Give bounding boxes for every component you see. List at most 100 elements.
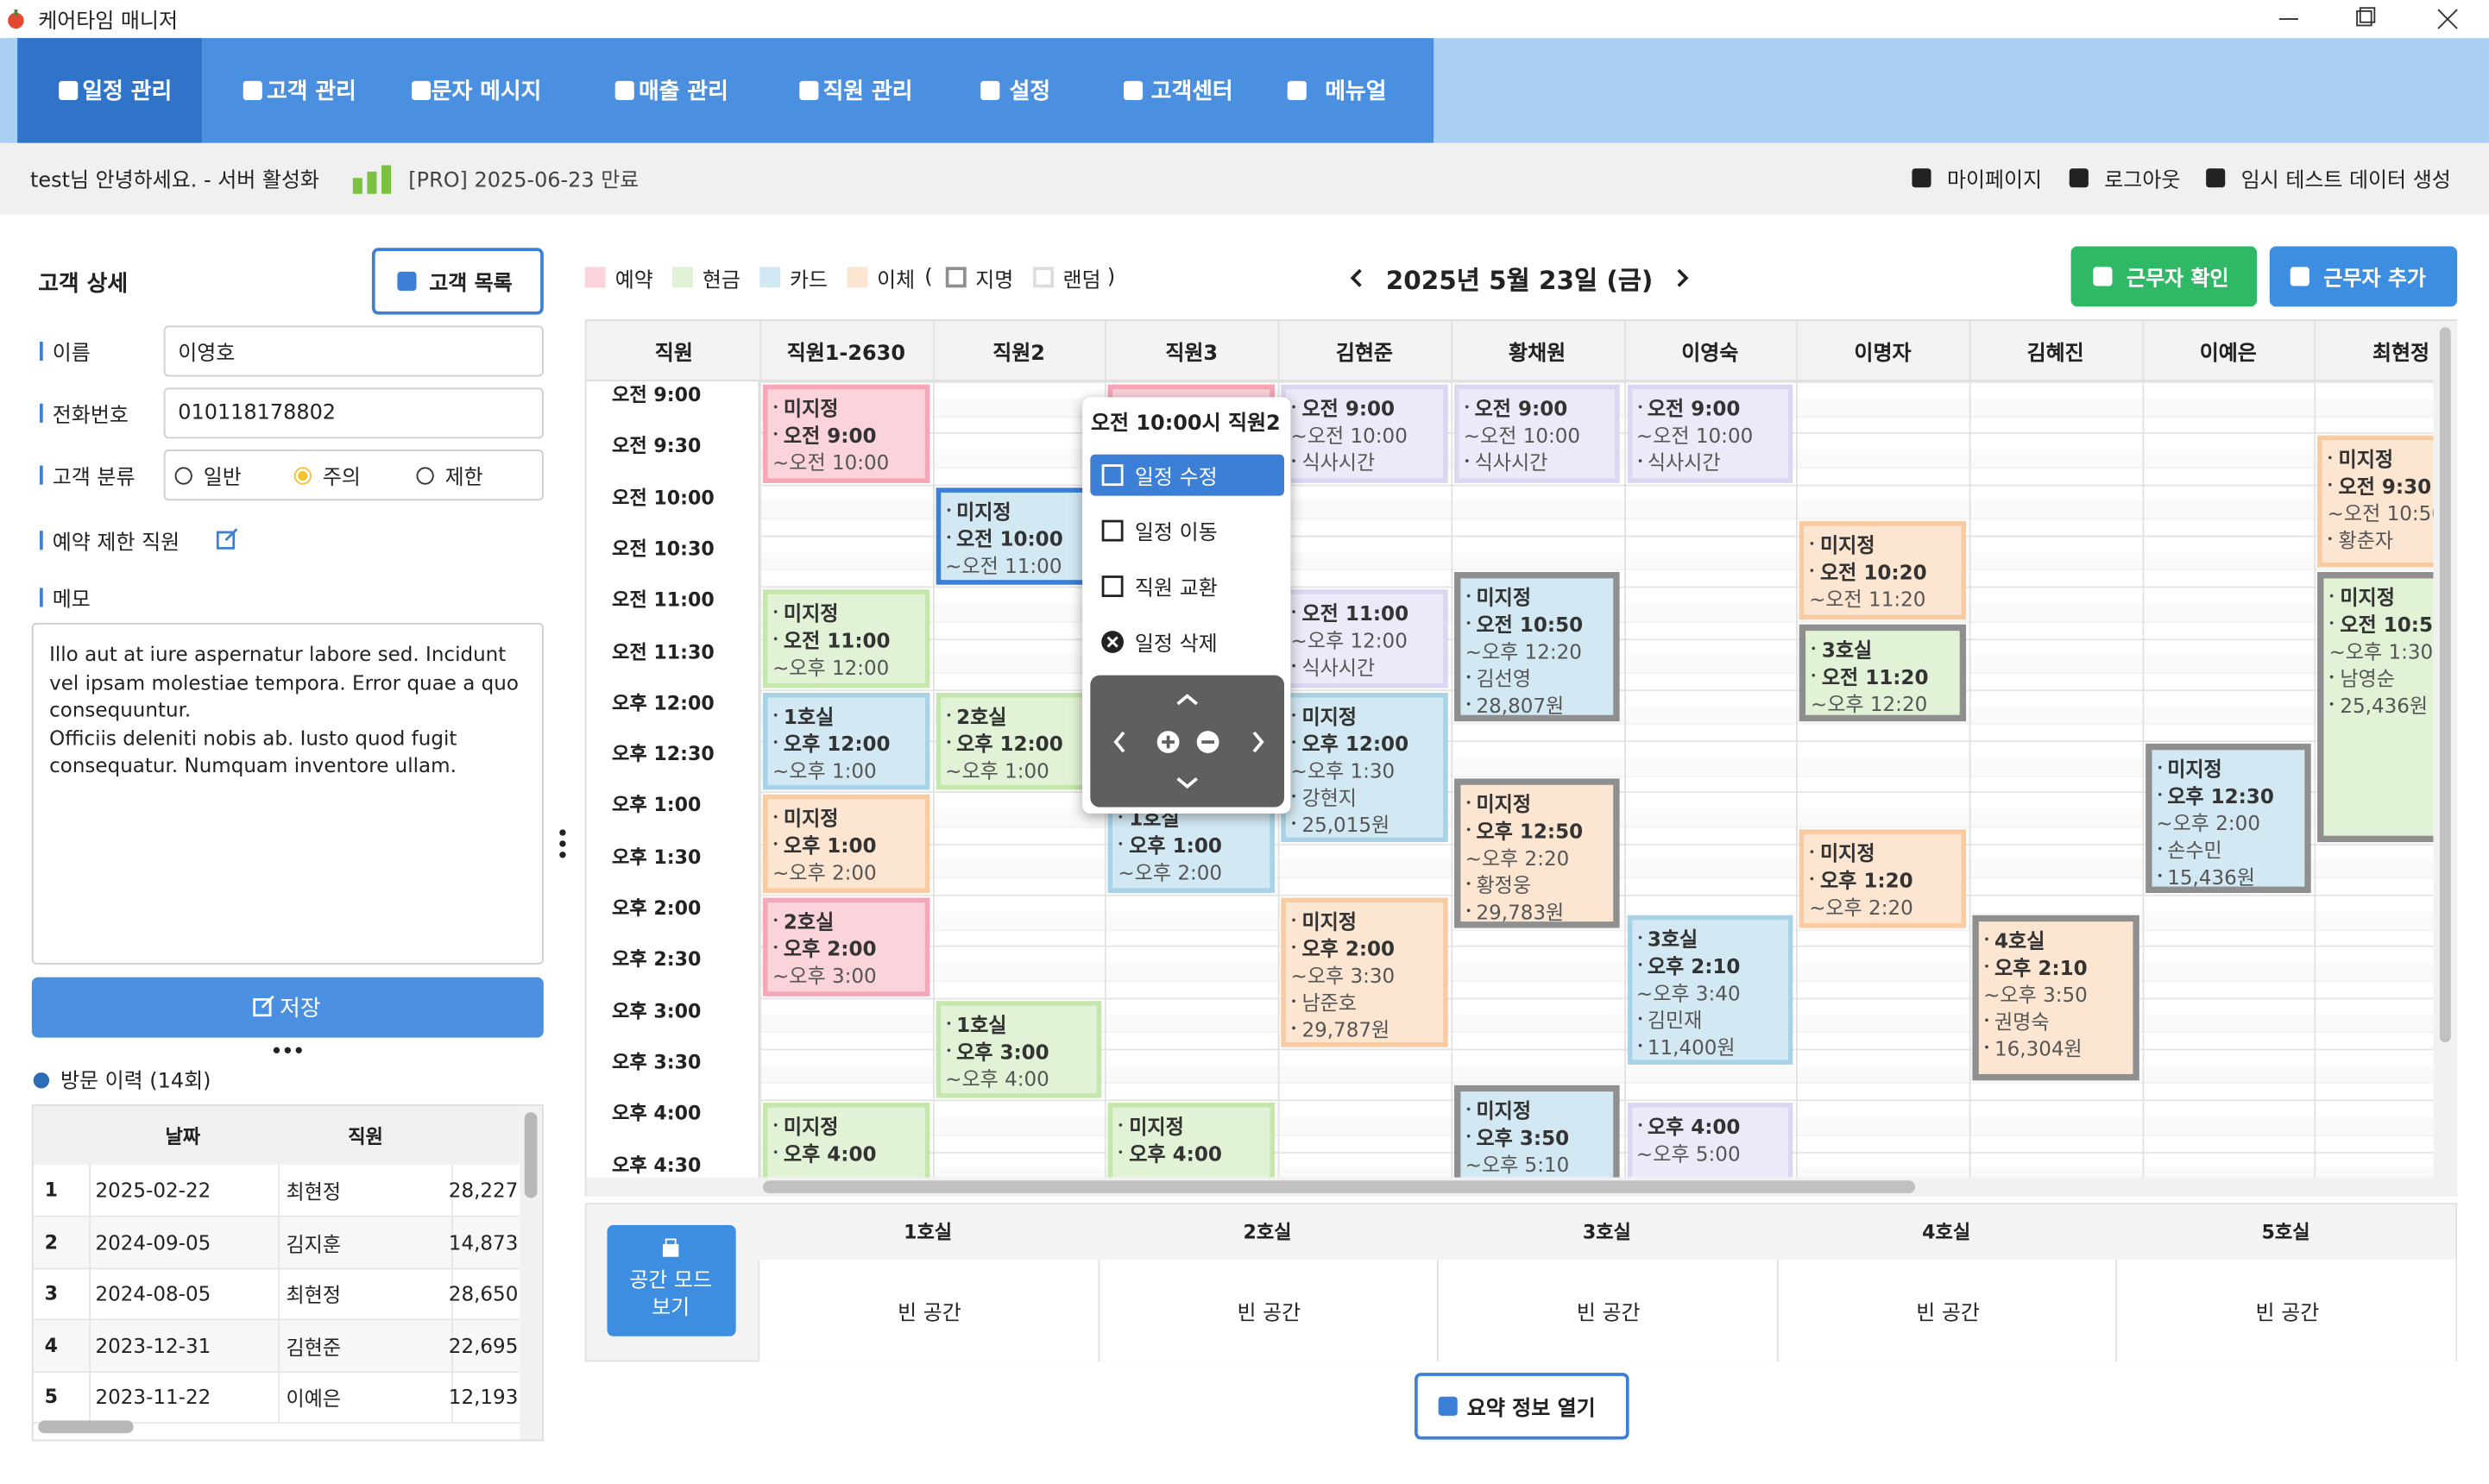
bullet xyxy=(1292,999,1296,1003)
menu-item[interactable]: 직원 교환 xyxy=(1134,577,1218,602)
appointment[interactable]: 오전 11:00 ~오후 12:00 식사시간 xyxy=(1281,589,1448,689)
move-pad[interactable] xyxy=(1090,675,1285,808)
room-status: 빈 공간 xyxy=(898,1302,961,1326)
field-label: 예약 제한 직원 xyxy=(52,531,180,556)
appointment[interactable]: 미지정 오후 12:50 ~오후 2:20 황정웅 29,783원 xyxy=(1453,777,1621,928)
grid-line xyxy=(759,1082,2434,1085)
appointment[interactable]: 오전 9:00 ~오전 10:00 식사시간 xyxy=(1626,384,1793,483)
icon xyxy=(411,80,432,101)
grid-line xyxy=(759,979,2434,982)
appointment-line: 15,436원 xyxy=(2167,865,2255,890)
room-mode-button[interactable]: 공간 모드 보기 xyxy=(607,1224,736,1336)
staff-name: 직원2 xyxy=(992,342,1045,367)
appointment-line: 오후 2:00 xyxy=(783,936,877,961)
save-button[interactable]: 저장 xyxy=(31,977,544,1038)
bullet xyxy=(1465,405,1469,409)
cell-line xyxy=(278,1164,280,1216)
appointment[interactable]: 미지정 오후 1:00 ~오후 2:00 xyxy=(762,795,929,893)
phone-input[interactable]: 010118178802 xyxy=(163,387,544,439)
row-line xyxy=(33,1267,520,1269)
appointment-line: 식사시간 xyxy=(1647,450,1721,475)
cell-line xyxy=(278,1371,280,1423)
add-staff-button[interactable]: 근무자 추가 xyxy=(2269,246,2458,307)
appointment[interactable]: 미지정 오전 11:00 ~오후 12:00 xyxy=(762,589,929,689)
time-label: 오전 11:30 xyxy=(612,640,715,663)
menu-item[interactable]: 일정 수정 xyxy=(1134,466,1218,491)
nav-item[interactable]: 매출 관리 xyxy=(596,41,772,140)
radio[interactable] xyxy=(293,467,312,485)
appointment[interactable]: 미지정 오전 10:00 ~오전 11:00 xyxy=(936,487,1102,586)
nav-item[interactable]: 설정 xyxy=(942,41,1118,140)
visit-date: 2024-09-05 xyxy=(95,1229,211,1254)
appointment[interactable]: 2호실 오후 2:00 ~오후 3:00 xyxy=(762,897,929,996)
nav-item[interactable]: 일정 관리 xyxy=(40,41,215,140)
appointment[interactable]: 미지정 오전 9:30 ~오전 10:50 황춘자 xyxy=(2317,436,2434,569)
time-column xyxy=(586,380,760,1178)
staff-name: 이영숙 xyxy=(1681,342,1739,367)
appointment[interactable]: 오전 9:00 ~오전 10:00 식사시간 xyxy=(1453,384,1621,483)
nav-item[interactable]: 고객센터 xyxy=(1105,41,1280,140)
bullet xyxy=(1119,842,1123,846)
appointment[interactable]: 미지정 오후 4:00 xyxy=(762,1103,929,1178)
column-divider xyxy=(2141,380,2144,1178)
appointment-line: 4호실 xyxy=(1994,928,2045,953)
appointment-line: ~오전 10:00 xyxy=(1463,423,1581,448)
history-title: 방문 이력 (14회) xyxy=(60,1070,211,1094)
appointment[interactable]: 미지정 오전 9:00 ~오전 10:00 xyxy=(762,384,929,483)
appointment[interactable]: 미지정 오후 12:00 ~오후 1:30 강현지 25,015원 xyxy=(1281,692,1448,842)
appointment[interactable]: 4호실 오후 2:10 ~오후 3:50 권명숙 16,304원 xyxy=(1972,915,2139,1082)
appointment[interactable]: 3호실 오전 11:20 ~오후 12:20 xyxy=(1799,624,1966,722)
nav-item[interactable]: 고객 관리 xyxy=(224,41,400,140)
appointment[interactable]: 3호실 오후 2:10 ~오후 3:40 김민재 11,400원 xyxy=(1626,915,1793,1065)
bullet xyxy=(947,534,950,538)
appointment[interactable]: 1호실 오후 12:00 ~오후 1:00 xyxy=(762,692,929,790)
appointment[interactable]: 미지정 오후 12:30 ~오후 2:00 손수민 15,436원 xyxy=(2145,744,2312,893)
appointment[interactable]: 오전 9:00 ~오전 10:00 식사시간 xyxy=(1281,384,1448,483)
appointment-line: ~오후 2:00 xyxy=(772,860,877,885)
staff-name: 김현준 xyxy=(1335,342,1393,367)
appointment[interactable]: 미지정 오전 10:50 ~오후 12:20 김선영 28,807원 xyxy=(1453,572,1621,722)
name-input[interactable]: 이영호 xyxy=(163,325,544,377)
button-label: 공간 모드 보기 xyxy=(629,1269,713,1321)
appointment[interactable]: 1호실 오후 3:00 ~오후 4:00 xyxy=(936,1000,1102,1098)
room-name: 4호실 xyxy=(1922,1221,1971,1244)
memo-textarea[interactable]: Illo aut at iure aspernatur labore sed. … xyxy=(31,622,544,965)
status-link[interactable]: 임시 테스트 데이터 생성 xyxy=(2240,169,2451,193)
nav-item[interactable]: 직원 관리 xyxy=(780,41,955,140)
appointment[interactable]: 미지정 오후 2:00 ~오후 3:30 남준호 29,787원 xyxy=(1281,897,1448,1047)
appointment[interactable]: 2호실 오후 12:00 ~오후 1:00 xyxy=(936,692,1102,790)
nav-item[interactable]: 메뉴얼 xyxy=(1269,41,1444,140)
nav-item[interactable]: 문자 메시지 xyxy=(399,41,574,140)
input-value: 이영호 xyxy=(178,342,236,367)
appointment-line: 25,436원 xyxy=(2340,694,2429,719)
bullet xyxy=(1292,794,1296,798)
column-divider xyxy=(1796,380,1799,1178)
appointment-line: ~오후 2:00 xyxy=(1118,860,1223,885)
appointment[interactable]: 미지정 오전 10:20 ~오전 11:20 xyxy=(1799,521,1966,619)
bullet xyxy=(1292,610,1296,614)
staff-name: 직원1-2630 xyxy=(786,342,906,367)
legend-swatch xyxy=(584,267,606,288)
check-staff-button[interactable]: 근무자 확인 xyxy=(2070,246,2258,307)
customer-list-button[interactable]: 고객 목록 xyxy=(371,248,544,315)
appointment[interactable]: 오후 4:00 ~오후 5:00 xyxy=(1626,1103,1793,1178)
appointment-line: 오후 4:00 xyxy=(783,1141,877,1166)
appointment-line: 오전 9:00 xyxy=(1474,396,1568,421)
menu-item[interactable]: 일정 이동 xyxy=(1134,521,1218,546)
appointment[interactable]: 미지정 오후 3:50 ~오후 5:10 xyxy=(1453,1085,1621,1178)
radio[interactable] xyxy=(416,467,434,485)
status-link[interactable]: 로그아웃 xyxy=(2104,169,2181,193)
appointment[interactable]: 미지정 오후 4:00 xyxy=(1108,1103,1276,1178)
status-link[interactable]: 마이페이지 xyxy=(1946,169,2043,193)
summary-button[interactable]: 요약 정보 열기 xyxy=(1415,1373,1629,1440)
radio[interactable] xyxy=(174,467,192,485)
menu-item[interactable]: 일정 삭제 xyxy=(1134,632,1218,657)
bullet xyxy=(1292,918,1296,922)
column-divider xyxy=(759,321,762,380)
schedule-frame: 직원 직원1-2630 직원2 직원3 김현준 황채원 이영숙 이명자 김혜진 이예은 최현정 오전 … xyxy=(584,319,2458,1197)
appointment-line: 오후 3:00 xyxy=(956,1039,1049,1064)
button-label: 근무자 추가 xyxy=(2323,267,2426,292)
appointment[interactable]: 미지정 오후 1:20 ~오후 2:20 xyxy=(1799,829,1966,928)
bullet xyxy=(2328,538,2333,541)
